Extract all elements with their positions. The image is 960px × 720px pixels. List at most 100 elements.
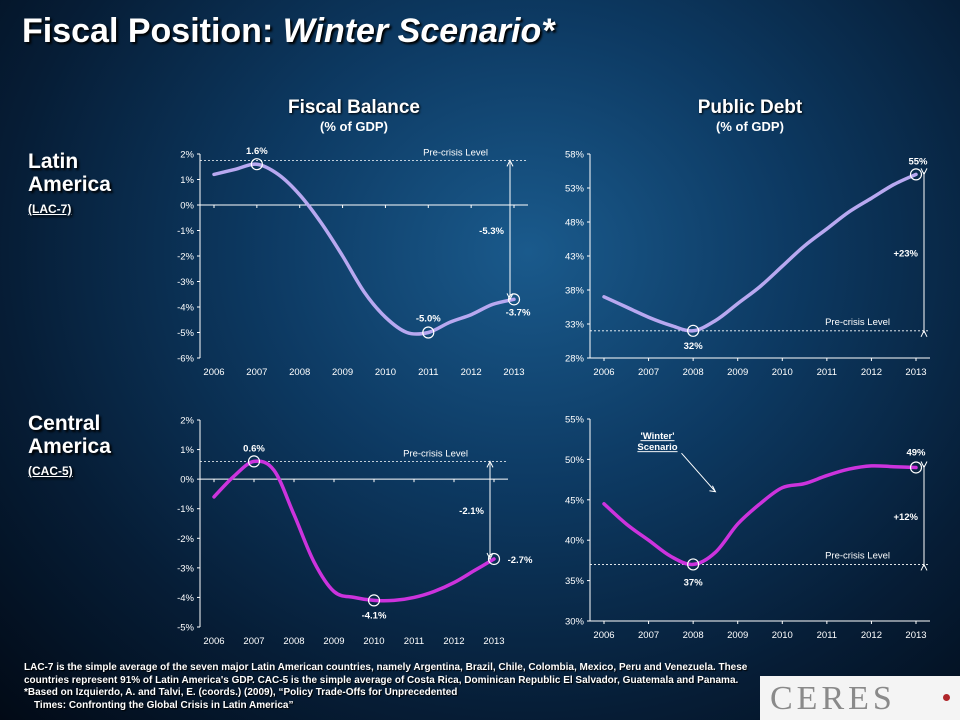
highlight-marker [247, 455, 261, 468]
y-tick-label: 35% [565, 576, 585, 587]
x-tick-label: 2012 [461, 367, 482, 378]
public-debt-title: Public Debt [697, 97, 803, 118]
change-arrow-head-top [920, 563, 928, 571]
x-tick-label: 2007 [243, 636, 264, 647]
x-tick-label: 2008 [683, 367, 704, 378]
y-tick-label: -6% [177, 354, 194, 365]
series-line [602, 172, 918, 333]
series-line [212, 162, 516, 336]
y-tick-label: -4% [177, 593, 194, 604]
y-tick-label: 1% [180, 445, 194, 456]
highlight-marker [422, 326, 435, 339]
annotation-arrow-head [709, 485, 717, 493]
y-tick-label: 30% [565, 617, 585, 628]
logo-text: CERES [770, 680, 896, 717]
series-line [212, 459, 496, 603]
data-label: 55% [908, 156, 928, 167]
highlight-marker [909, 168, 923, 181]
chart-central-america-public-debt: 30% 35% 40% 45% 50% 55% 2006 2007 2008 2009 2010 20… [565, 415, 930, 641]
footnote: LAC-7 is the simple average of the seven… [24, 662, 764, 712]
x-tick-label: 2012 [443, 636, 464, 647]
data-label: -2.7% [508, 555, 533, 566]
x-tick-label: 2010 [375, 367, 396, 378]
x-tick-label: 2009 [323, 636, 344, 647]
annotation-arrow [681, 452, 716, 493]
y-tick-label: 53% [565, 184, 585, 195]
footnote-source-cont: Times: Confronting the Global Crisis in … [34, 699, 294, 711]
y-tick-label: -5% [177, 328, 194, 339]
title-italic: Winter Scenario* [282, 12, 555, 50]
highlight-marker [487, 552, 501, 566]
y-tick-label: 28% [565, 354, 585, 365]
change-label: +12% [893, 512, 918, 523]
x-tick-label: 2007 [246, 367, 267, 378]
pre-crisis-level-label: Pre-crisis Level [825, 317, 890, 328]
y-tick-label: 2% [180, 150, 194, 161]
ceres-logo: CERES [760, 676, 960, 720]
x-tick-label: 2006 [593, 630, 614, 641]
region-name: Central America [28, 412, 111, 458]
x-tick-label: 2009 [727, 367, 748, 378]
data-label: 37% [684, 577, 704, 588]
change-arrow-head-bottom [920, 461, 928, 469]
x-tick-label: 2008 [289, 367, 310, 378]
data-label: -3.7% [506, 307, 531, 318]
y-tick-label: -1% [177, 504, 194, 515]
x-tick-label: 2011 [817, 630, 837, 641]
series-line [602, 464, 918, 567]
x-tick-label: 2013 [905, 630, 926, 641]
y-tick-label: -4% [177, 303, 194, 314]
change-label: +23% [893, 249, 918, 260]
y-tick-label: -2% [177, 534, 194, 545]
x-tick-label: 2013 [905, 367, 926, 378]
footnote-source: *Based on Izquierdo, A. and Talvi, E. (c… [24, 687, 458, 698]
y-tick-label: -3% [177, 277, 194, 288]
highlight-marker [250, 158, 263, 171]
annotation-line2: Scenario [637, 442, 677, 453]
x-tick-label: 2012 [861, 367, 882, 378]
fiscal-balance-title: Fiscal Balance [287, 97, 421, 118]
region-latin-america: Latin America (LAC-7) [28, 150, 138, 216]
change-label: -5.3% [479, 226, 504, 237]
x-tick-label: 2010 [772, 630, 793, 641]
chart-central-america-fiscal-balance: -5% -4% -3% -2% -1% 0% 1% 2% 2006 2007 2008 2009 201… [177, 416, 533, 648]
chart-latin-america-fiscal-balance: -6% -5% -4% -3% -2% -1% 0% 1% 2% 2006 2007 2008 2009… [177, 146, 531, 378]
highlight-marker [507, 293, 521, 306]
x-tick-label: 2012 [861, 630, 882, 641]
logo-dot [943, 694, 950, 701]
data-label: -4.1% [362, 610, 387, 621]
x-tick-label: 2006 [203, 367, 224, 378]
x-tick-label: 2007 [638, 367, 659, 378]
x-tick-label: 2008 [283, 636, 304, 647]
highlight-marker [909, 461, 923, 474]
x-tick-label: 2011 [404, 636, 424, 647]
x-tick-label: 2009 [332, 367, 353, 378]
region-code: (CAC-5) [28, 464, 73, 478]
x-tick-label: 2009 [727, 630, 748, 641]
x-tick-label: 2007 [638, 630, 659, 641]
y-tick-label: 33% [565, 320, 585, 331]
region-code: (LAC-7) [28, 202, 72, 216]
fiscal-balance-heading: Fiscal Balance (% of GDP) [224, 97, 484, 134]
data-label: -5.0% [416, 314, 441, 325]
highlight-marker [367, 594, 381, 607]
y-tick-label: 58% [565, 150, 585, 161]
y-tick-label: 43% [565, 252, 585, 263]
x-tick-label: 2013 [483, 636, 504, 647]
data-label: 32% [684, 341, 704, 352]
highlight-marker [687, 558, 700, 571]
pre-crisis-level-label: Pre-crisis Level [825, 550, 890, 561]
pre-crisis-level-label: Pre-crisis Level [423, 147, 488, 158]
x-tick-label: 2008 [683, 630, 704, 641]
y-tick-label: -3% [177, 563, 194, 574]
fiscal-balance-subtitle: (% of GDP) [320, 119, 388, 134]
y-tick-label: 38% [565, 286, 585, 297]
change-arrow-head-top [486, 460, 494, 468]
region-name: Latin America [28, 150, 111, 196]
y-tick-label: 0% [180, 475, 194, 486]
y-tick-label: 55% [565, 415, 585, 426]
x-tick-label: 2010 [363, 636, 384, 647]
change-arrow-head-top [920, 329, 928, 338]
x-tick-label: 2010 [772, 367, 793, 378]
x-tick-label: 2006 [593, 367, 614, 378]
